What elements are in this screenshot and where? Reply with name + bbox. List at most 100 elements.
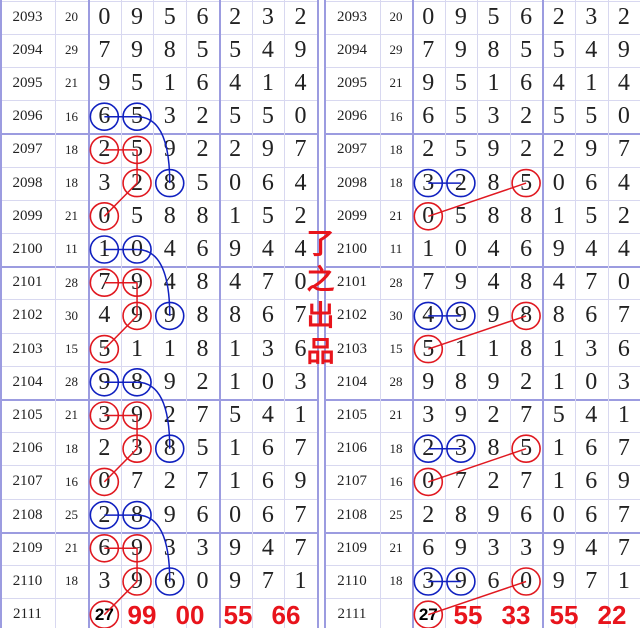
row-divider bbox=[324, 66, 640, 68]
column-divider bbox=[380, 0, 381, 628]
draw-digit: 0 bbox=[552, 501, 565, 528]
row-divider bbox=[0, 266, 317, 269]
digit-sum: 16 bbox=[65, 108, 78, 124]
row-divider bbox=[0, 332, 317, 334]
draw-digit: 4 bbox=[617, 169, 630, 196]
draw-digit: 9 bbox=[585, 136, 598, 163]
draw-digit: 2 bbox=[196, 368, 209, 395]
draw-digit: 4 bbox=[552, 269, 565, 296]
column-divider bbox=[324, 0, 326, 628]
row-divider bbox=[0, 564, 317, 566]
issue-number: 2096 bbox=[337, 108, 367, 125]
draw-digit: 6 bbox=[196, 235, 209, 262]
draw-digit: 1 bbox=[552, 335, 565, 362]
row-divider bbox=[324, 0, 640, 2]
digit-sum: 18 bbox=[65, 141, 78, 157]
row-divider bbox=[324, 33, 640, 35]
draw-digit: 4 bbox=[585, 235, 598, 262]
draw-digit: 1 bbox=[552, 435, 565, 462]
row-divider bbox=[324, 166, 640, 168]
draw-digit: 7 bbox=[454, 468, 467, 495]
blue-circle-mark bbox=[122, 367, 152, 397]
draw-digit: 6 bbox=[261, 468, 274, 495]
draw-digit: 4 bbox=[229, 269, 242, 296]
digit-sum: 29 bbox=[389, 42, 403, 58]
blue-circle-mark bbox=[446, 301, 476, 331]
column-divider bbox=[607, 0, 609, 628]
draw-digit: 2 bbox=[163, 468, 176, 495]
draw-digit: 6 bbox=[98, 534, 111, 561]
draw-digit: 0 bbox=[585, 368, 598, 395]
draw-digit: 1 bbox=[454, 335, 467, 362]
draw-digit: 5 bbox=[163, 3, 176, 30]
connector-line bbox=[103, 182, 138, 217]
draw-digit: 9 bbox=[294, 36, 307, 63]
draw-digit: 4 bbox=[261, 235, 274, 262]
digit-sum: 21 bbox=[389, 208, 403, 224]
draw-digit: 5 bbox=[552, 401, 565, 428]
draw-digit: 7 bbox=[520, 468, 533, 495]
draw-digit: 0 bbox=[294, 269, 307, 296]
row-divider bbox=[324, 498, 640, 500]
draw-digit: 8 bbox=[520, 269, 533, 296]
digit-sum: 25 bbox=[389, 507, 403, 523]
digit-sum: 28 bbox=[389, 274, 403, 290]
draw-digit: 1 bbox=[131, 335, 144, 362]
draw-digit: 2 bbox=[294, 202, 307, 229]
draw-digit: 8 bbox=[196, 302, 209, 329]
issue-number: 2102 bbox=[337, 307, 367, 324]
red-circle-mark bbox=[122, 434, 152, 464]
issue-number: 2093 bbox=[337, 8, 367, 25]
row-divider bbox=[324, 232, 640, 234]
draw-digit: 9 bbox=[487, 302, 500, 329]
draw-digit: 5 bbox=[585, 202, 598, 229]
row-divider bbox=[0, 0, 317, 2]
issue-number: 2101 bbox=[12, 274, 43, 291]
draw-digit: 2 bbox=[196, 103, 209, 130]
row-divider bbox=[324, 199, 640, 201]
row-divider bbox=[0, 166, 317, 168]
draw-digit: 9 bbox=[454, 269, 467, 296]
draw-digit: 3 bbox=[98, 169, 111, 196]
draw-digit: 9 bbox=[422, 368, 435, 395]
draw-digit: 9 bbox=[98, 69, 111, 96]
draw-digit: 6 bbox=[520, 235, 533, 262]
draw-digit: 1 bbox=[552, 368, 565, 395]
draw-digit: 1 bbox=[552, 468, 565, 495]
draw-digit: 0 bbox=[196, 567, 209, 594]
draw-digit: 7 bbox=[617, 501, 630, 528]
draw-digit: 4 bbox=[294, 235, 307, 262]
column-divider bbox=[316, 0, 319, 628]
row-divider bbox=[324, 100, 640, 102]
draw-digit: 3 bbox=[422, 401, 435, 428]
row-divider bbox=[0, 100, 317, 102]
draw-digit: 4 bbox=[98, 302, 111, 329]
draw-digit: 7 bbox=[294, 501, 307, 528]
issue-number: 2098 bbox=[12, 174, 43, 191]
draw-digit: 1 bbox=[294, 567, 307, 594]
connector-line bbox=[137, 514, 171, 582]
draw-digit: 6 bbox=[520, 3, 533, 30]
draw-digit: 0 bbox=[422, 3, 435, 30]
column-divider bbox=[251, 0, 253, 628]
draw-digit: 6 bbox=[261, 435, 274, 462]
digit-sum: 11 bbox=[65, 241, 78, 257]
column-divider bbox=[186, 0, 188, 628]
draw-digit: 5 bbox=[261, 103, 274, 130]
red-circle-mark bbox=[122, 168, 152, 198]
draw-digit: 3 bbox=[617, 368, 630, 395]
red-circle-mark bbox=[89, 334, 120, 364]
draw-digit: 7 bbox=[261, 269, 274, 296]
blue-circle-mark bbox=[89, 102, 120, 131]
draw-digit: 6 bbox=[617, 335, 630, 362]
issue-number: 2105 bbox=[12, 406, 43, 423]
draw-digit: 4 bbox=[163, 269, 176, 296]
pair-label: 66 bbox=[271, 599, 301, 628]
draw-digit: 4 bbox=[487, 269, 500, 296]
draw-digit: 1 bbox=[487, 69, 500, 96]
draw-digit: 3 bbox=[487, 534, 500, 561]
draw-digit: 8 bbox=[196, 202, 209, 229]
draw-digit: 6 bbox=[585, 501, 598, 528]
draw-digit: 3 bbox=[487, 103, 500, 130]
issue-number: 2103 bbox=[12, 340, 43, 357]
